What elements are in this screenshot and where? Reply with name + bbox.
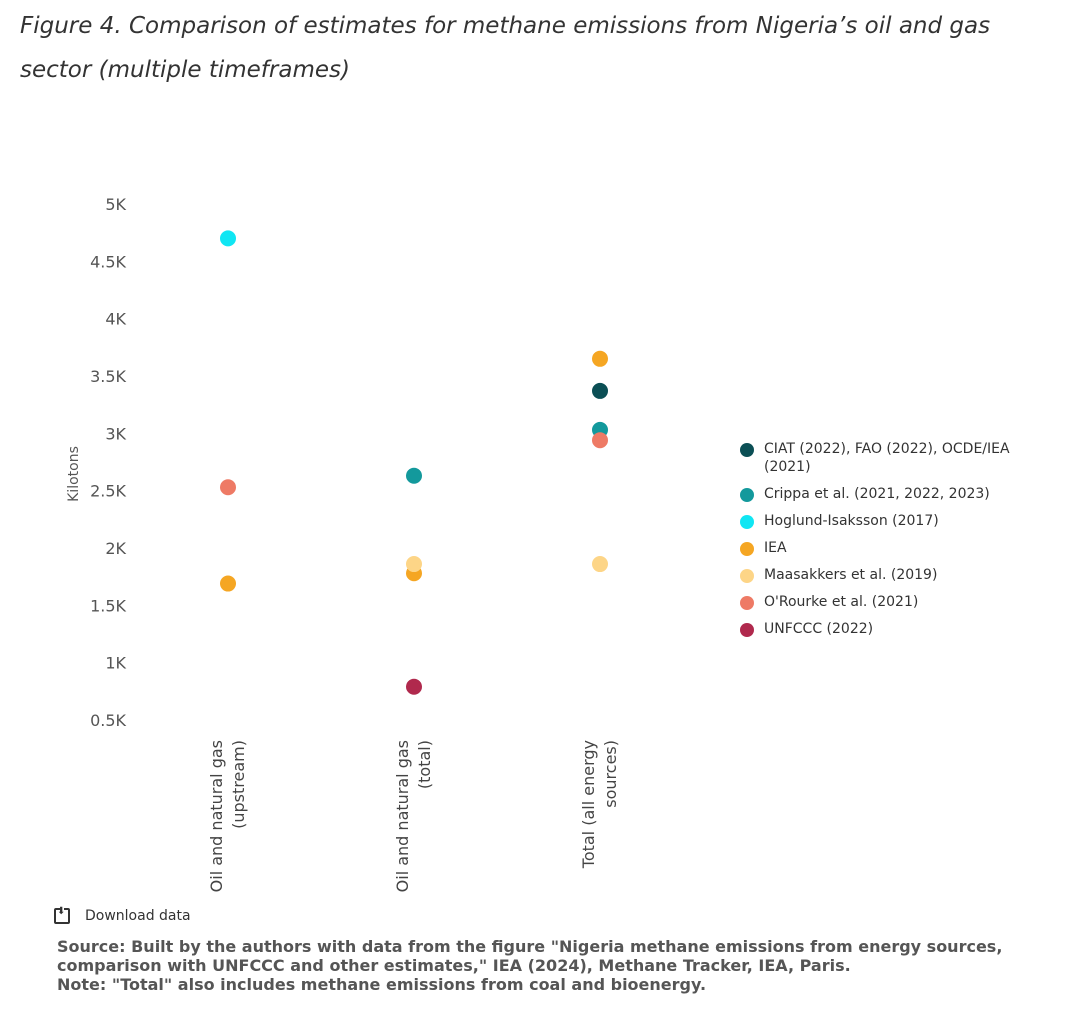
legend-item[interactable]: Hoglund-Isaksson (2017): [738, 512, 1028, 530]
y-tick-label: 3.5K: [90, 367, 126, 386]
legend-label: Maasakkers et al. (2019): [764, 567, 938, 583]
y-tick-label: 3K: [105, 424, 126, 443]
legend-label: O'Rourke et al. (2021): [764, 594, 919, 610]
legend-label: Crippa et al. (2021, 2022, 2023): [764, 486, 990, 502]
legend-swatch: [740, 542, 754, 556]
source-line-3: Note: "Total" also includes methane emis…: [57, 975, 707, 994]
data-point[interactable]: [220, 479, 236, 496]
legend-swatch: [740, 623, 754, 637]
legend-label: UNFCCC (2022): [764, 621, 874, 637]
legend-item[interactable]: UNFCCC (2022): [738, 620, 1028, 638]
data-point[interactable]: [406, 467, 422, 484]
x-category-label: Oil and natural gas (upstream): [207, 740, 248, 892]
data-point[interactable]: [592, 350, 608, 367]
legend-swatch: [740, 515, 754, 529]
legend-item[interactable]: IEA: [738, 539, 1028, 557]
x-category-line2: (upstream): [229, 740, 248, 829]
legend-swatch: [740, 596, 754, 610]
legend-swatch: [740, 443, 754, 457]
legend-item[interactable]: CIAT (2022), FAO (2022), OCDE/IEA (2021): [738, 440, 1028, 476]
download-icon: [54, 906, 70, 924]
chart-legend: CIAT (2022), FAO (2022), OCDE/IEA (2021)…: [738, 440, 1028, 647]
figure-title: Figure 4. Comparison of estimates for me…: [20, 13, 991, 83]
x-category-label: Oil and natural gas (total): [393, 740, 434, 892]
data-point[interactable]: [220, 575, 236, 592]
y-tick-label: 2K: [105, 539, 126, 558]
download-data-label: Download data: [85, 908, 191, 924]
legend-swatch: [740, 569, 754, 583]
download-data-button[interactable]: Download data: [54, 906, 191, 924]
data-point[interactable]: [220, 230, 236, 247]
data-point[interactable]: [406, 556, 422, 573]
data-point[interactable]: [592, 382, 608, 399]
x-category-line2: sources): [601, 740, 620, 808]
y-tick-label: 4K: [105, 310, 126, 329]
y-axis-label: Kilotons: [66, 446, 82, 502]
source-line-2: comparison with UNFCCC and other estimat…: [57, 956, 851, 975]
y-tick-label: 1K: [105, 654, 126, 673]
y-tick-label: 5K: [105, 195, 126, 214]
legend-label: Hoglund-Isaksson (2017): [764, 513, 939, 529]
data-point[interactable]: [592, 556, 608, 573]
y-tick-label: 4.5K: [90, 252, 126, 271]
x-axis-categories: Oil and natural gas (upstream) Oil and nat…: [207, 740, 620, 892]
y-tick-label: 2.5K: [90, 482, 126, 501]
legend-item[interactable]: O'Rourke et al. (2021): [738, 593, 1028, 611]
legend-label: CIAT (2022), FAO (2022), OCDE/IEA (2021): [764, 441, 1010, 475]
x-category-line1: Total (all energy: [579, 740, 598, 869]
x-category-line1: Oil and natural gas: [393, 740, 412, 892]
x-category-line2: (total): [415, 740, 434, 789]
data-point[interactable]: [406, 678, 422, 695]
legend-item[interactable]: Maasakkers et al. (2019): [738, 566, 1028, 584]
legend-swatch: [740, 488, 754, 502]
x-category-label: Total (all energy sources): [579, 740, 620, 869]
legend-label: IEA: [764, 540, 787, 556]
source-note: Source: Built by the authors with data f…: [57, 937, 1047, 994]
y-tick-label: 0.5K: [90, 711, 126, 730]
legend-item[interactable]: Crippa et al. (2021, 2022, 2023): [738, 485, 1028, 503]
data-point[interactable]: [592, 432, 608, 449]
y-tick-label: 1.5K: [90, 596, 126, 615]
x-category-line1: Oil and natural gas: [207, 740, 226, 892]
source-line-1: Source: Built by the authors with data f…: [57, 937, 1003, 956]
data-points: [220, 230, 608, 695]
y-axis-ticks: 5K 4.5K 4K 3.5K 3K 2.5K 2K 1.5K 1K 0.5K: [90, 195, 126, 730]
